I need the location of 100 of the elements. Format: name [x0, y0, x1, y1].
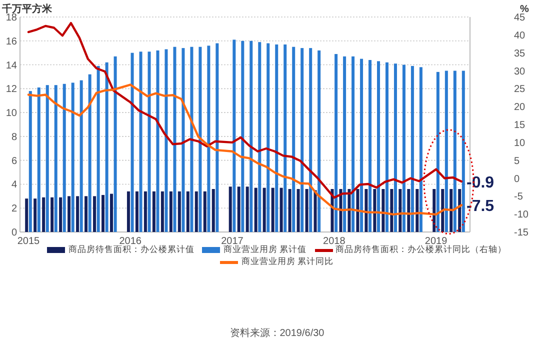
bar	[394, 64, 397, 232]
bar	[186, 191, 190, 232]
bar	[343, 56, 346, 232]
y-tick-label: 8	[11, 132, 18, 143]
bar	[88, 74, 92, 232]
bar	[156, 50, 160, 232]
bar	[266, 43, 270, 232]
bar	[300, 48, 304, 232]
bar	[148, 52, 151, 232]
bar	[390, 189, 394, 232]
bar	[173, 46, 176, 232]
bar	[114, 56, 117, 232]
legend-label: 商业营业用房 累计值	[223, 244, 307, 256]
y2-tick-label: 35	[514, 48, 526, 60]
bar	[42, 197, 46, 232]
y2-tick-label: 5	[514, 156, 520, 167]
bar	[126, 191, 130, 232]
bar	[203, 191, 206, 232]
bar	[37, 87, 40, 232]
bar	[237, 186, 240, 232]
bar	[254, 188, 258, 232]
bar	[190, 46, 194, 232]
bar	[407, 189, 410, 232]
y-tick-label: 10	[6, 108, 18, 120]
bar	[402, 64, 406, 232]
bar	[194, 191, 198, 232]
bar	[458, 189, 462, 232]
data-label: -7.5	[466, 198, 494, 216]
bar	[62, 84, 66, 232]
bar	[241, 40, 244, 232]
bar	[453, 70, 456, 232]
bar	[105, 62, 108, 232]
y2-tick-label: 25	[514, 84, 526, 96]
bar	[314, 190, 317, 232]
bar	[373, 189, 376, 232]
bar	[416, 189, 419, 232]
y-tick-label: 0	[11, 228, 18, 238]
bar	[305, 189, 308, 232]
bar	[356, 189, 360, 232]
bar	[25, 198, 28, 232]
bar	[368, 60, 372, 232]
bar	[169, 191, 172, 232]
bar	[410, 66, 414, 232]
bar	[462, 70, 465, 232]
x-tick-label: 2015	[17, 236, 40, 247]
legend-label: 商业营业用房 累计同比	[241, 256, 334, 268]
bar	[385, 62, 388, 232]
y2-tick-label: 45	[514, 12, 526, 24]
y-tick-label: 4	[11, 180, 18, 191]
y-tick-label: 12	[6, 84, 18, 96]
bar	[296, 189, 300, 232]
bar	[152, 191, 156, 232]
bar	[135, 191, 138, 232]
bar	[292, 46, 296, 232]
bar	[139, 52, 142, 232]
bar	[444, 70, 448, 232]
bar	[50, 197, 54, 232]
bar	[318, 50, 321, 232]
bar	[377, 61, 380, 232]
bar	[246, 186, 249, 232]
bar	[80, 80, 83, 232]
bar	[198, 46, 202, 232]
bar	[93, 196, 96, 232]
bar	[144, 191, 147, 232]
bar	[28, 91, 32, 232]
bar	[436, 72, 440, 232]
bar	[258, 42, 262, 232]
bar	[334, 54, 338, 232]
bar	[262, 188, 266, 232]
bar	[59, 197, 62, 232]
bar	[76, 196, 80, 232]
legend-label: 商品房待售面积：办公楼累计值	[68, 244, 194, 256]
y2-tick-label: 10	[514, 138, 526, 149]
y2-tick-label: 15	[514, 120, 526, 131]
bar	[352, 56, 355, 232]
bar	[271, 188, 274, 232]
y2-axis-title: %	[520, 4, 529, 15]
bar	[102, 194, 105, 232]
bar	[164, 49, 168, 232]
x-tick-label: 2016	[119, 236, 142, 247]
y2-tick-label: -15	[514, 228, 529, 238]
y2-tick-label: -10	[514, 210, 529, 221]
bar	[228, 186, 232, 232]
y2-tick-label: 0	[514, 174, 520, 185]
legend-label: 商品房待售面积：办公楼累计同比（右轴）	[336, 244, 507, 256]
bar	[182, 48, 185, 232]
bar	[178, 191, 181, 232]
bar	[212, 189, 215, 232]
bar	[432, 189, 436, 232]
y-tick-label: 14	[6, 60, 18, 72]
bar	[84, 196, 88, 232]
bar	[284, 44, 287, 232]
y2-tick-label: -5	[514, 192, 524, 203]
bar	[441, 189, 444, 232]
bar	[232, 40, 236, 232]
bar	[382, 189, 385, 232]
bar	[68, 196, 71, 232]
bar	[207, 46, 210, 232]
bar	[280, 188, 283, 232]
bar	[46, 85, 49, 232]
